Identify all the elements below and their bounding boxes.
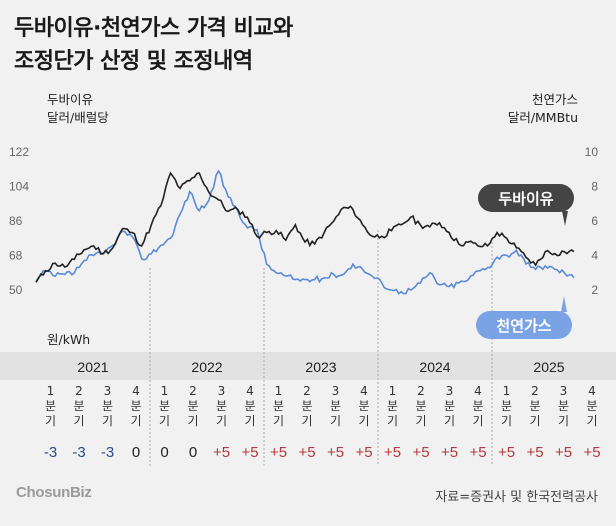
right-axis-unit: 달러/MMBtu — [508, 110, 578, 125]
right-tick-label: 10 — [585, 145, 599, 159]
oil-callout-label: 두바이유 — [498, 190, 553, 208]
gas-callout-label: 천연가스 — [496, 317, 551, 335]
adjustment-value: +5 — [526, 444, 543, 461]
left-axis-unit: 달러/배럴당 — [47, 110, 109, 125]
year-band — [0, 352, 616, 380]
left-tick-label: 122 — [9, 145, 29, 159]
oil-callout-pointer — [562, 211, 568, 226]
adjustment-value: +5 — [241, 444, 258, 461]
year-label: 2023 — [305, 359, 336, 375]
gas-callout-pointer — [561, 296, 567, 312]
oil-callout: 두바이유 — [478, 184, 574, 226]
left-tick-label: 86 — [9, 214, 23, 228]
left-tick-label: 68 — [9, 249, 23, 263]
right-axis-title: 천연가스 — [532, 92, 578, 107]
chart-svg: 두바이유 달러/배럴당 천연가스 달러/MMBtu 원/kWh 50688610… — [0, 92, 616, 466]
right-tick-label: 6 — [591, 214, 598, 228]
adjustment-value: +5 — [498, 444, 515, 461]
adjustment-value: -3 — [101, 444, 114, 461]
chosunbiz-logo: ChosunBiz — [16, 484, 92, 501]
adjustment-values: -3 -3 -3 0 0 0 +5 +5 +5 +5 +5 +5 +5 +5 +5 +5 +5 +5 +5 +5 — [44, 444, 601, 461]
left-axis-ticks: 50 68 86 104 122 — [9, 145, 29, 297]
adjustment-value: +5 — [270, 444, 287, 461]
title-line-1: 두바이유·천연가스 가격 비교와 — [14, 16, 293, 41]
adjustment-value: -3 — [72, 444, 85, 461]
adjustment-value: -3 — [44, 444, 57, 461]
year-separators — [149, 230, 493, 466]
quarter-labels: 1 분 기 2 분 기 3 분 기 4 분 기 1 분 기 2 분 기 3 분 기 4 분 기 1 분 기 2 분 기 3 분 기 4 분 기 1 분 기 2… — [45, 384, 598, 428]
adjustment-value: +5 — [469, 444, 486, 461]
adjustment-value: +5 — [555, 444, 572, 461]
adjustment-value: 0 — [132, 444, 140, 461]
right-tick-label: 8 — [591, 180, 598, 194]
chart-title: 두바이유·천연가스 가격 비교와 조정단가 산정 및 조정내역 — [14, 12, 604, 78]
adjustment-value: +5 — [441, 444, 458, 461]
year-labels: 2021 2022 2023 2024 2025 — [77, 359, 564, 375]
right-axis-ticks: 2 4 6 8 10 — [585, 145, 599, 297]
year-label: 2024 — [419, 359, 450, 375]
gas-callout: 천연가스 — [476, 296, 572, 339]
series-line-oil — [35, 171, 575, 283]
source-note: 자료=증권사 및 한국전력공사 — [435, 490, 598, 505]
oil-callout-box — [478, 184, 574, 212]
adjustment-value: 0 — [160, 444, 168, 461]
adjustment-value: +5 — [583, 444, 600, 461]
year-label: 2025 — [533, 359, 564, 375]
adjustment-value: +5 — [213, 444, 230, 461]
year-label: 2022 — [191, 359, 222, 375]
right-tick-label: 4 — [591, 249, 598, 263]
right-tick-label: 2 — [591, 283, 598, 297]
title-line-2: 조정단가 산정 및 조정내역 — [14, 49, 253, 74]
adjustment-value: 0 — [189, 444, 197, 461]
adjustment-value: +5 — [412, 444, 429, 461]
series-line-gas — [35, 169, 575, 295]
unit-note: 원/kWh — [47, 332, 90, 347]
adjustment-value: +5 — [298, 444, 315, 461]
adjustment-value: +5 — [384, 444, 401, 461]
left-tick-label: 104 — [9, 180, 29, 194]
year-label: 2021 — [77, 359, 108, 375]
adjustment-value: +5 — [327, 444, 344, 461]
gas-callout-box — [476, 311, 572, 339]
adjustment-value: +5 — [355, 444, 372, 461]
left-tick-label: 50 — [9, 283, 23, 297]
left-axis-title: 두바이유 — [47, 92, 93, 107]
